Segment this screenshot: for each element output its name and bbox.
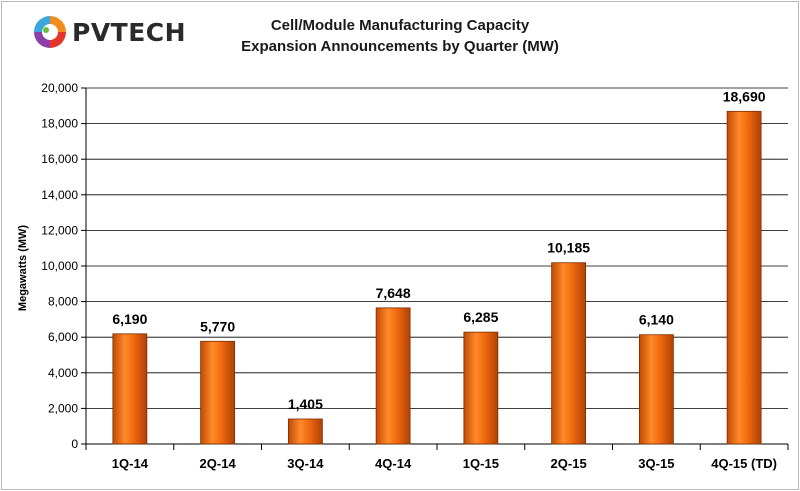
data-label: 10,185 <box>547 240 590 256</box>
y-tick-label: 10,000 <box>41 259 78 273</box>
data-label: 18,690 <box>723 88 766 104</box>
chart-title: Cell/Module Manufacturing Capacity <box>270 17 530 34</box>
bar-4Q-15 (TD) <box>726 110 762 445</box>
bar-2Q-14 <box>200 340 236 445</box>
x-tick-label: 2Q-15 <box>551 456 587 471</box>
y-tick-label: 2,000 <box>48 401 78 415</box>
bar-2Q-15 <box>551 262 587 445</box>
x-tick-label: 1Q-14 <box>112 456 149 471</box>
y-tick-label: 16,000 <box>41 152 78 166</box>
y-axis-label: Megawatts (MW) <box>17 225 29 312</box>
bar-3Q-15 <box>638 334 674 445</box>
x-tick-label: 2Q-14 <box>200 456 237 471</box>
x-tick-label: 3Q-15 <box>638 456 674 471</box>
y-tick-label: 18,000 <box>41 117 78 131</box>
pvtech-logo: PVTECH <box>32 12 186 52</box>
x-tick-label: 3Q-14 <box>287 456 324 471</box>
pvtech-logo-icon <box>34 16 66 48</box>
chart-subtitle: Expansion Announcements by Quarter (MW) <box>241 38 559 55</box>
data-label: 6,190 <box>112 311 147 327</box>
y-tick-label: 12,000 <box>41 223 78 237</box>
data-label: 7,648 <box>376 285 411 301</box>
bar-1Q-15 <box>463 331 499 445</box>
data-label: 1,405 <box>288 396 323 412</box>
x-tick-label: 4Q-14 <box>375 456 412 471</box>
x-tick-label: 4Q-15 (TD) <box>711 456 777 471</box>
y-tick-label: 0 <box>71 437 78 451</box>
x-tick-label: 1Q-15 <box>463 456 499 471</box>
y-tick-label: 4,000 <box>48 366 78 380</box>
y-tick-label: 14,000 <box>41 188 78 202</box>
bar-1Q-14 <box>112 333 148 445</box>
y-tick-label: 20,000 <box>41 81 78 95</box>
data-label: 6,285 <box>463 309 498 325</box>
data-label: 5,770 <box>200 318 235 334</box>
bar-4Q-14 <box>375 307 411 445</box>
bar-3Q-14 <box>287 418 323 445</box>
data-label: 6,140 <box>639 312 674 328</box>
y-tick-label: 6,000 <box>48 330 78 344</box>
y-tick-label: 8,000 <box>48 295 78 309</box>
logo-text: PVTECH <box>72 17 187 47</box>
